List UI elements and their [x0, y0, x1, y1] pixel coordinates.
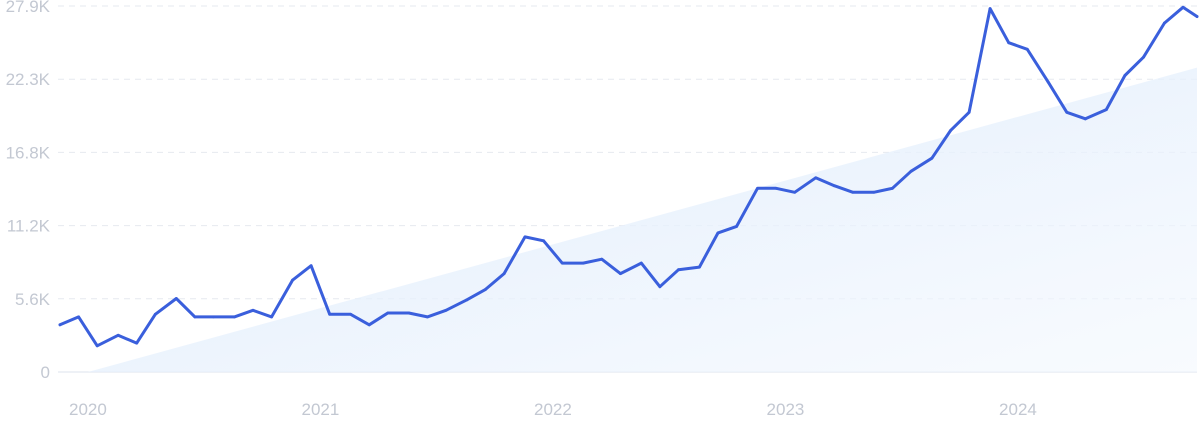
data-point — [1123, 74, 1127, 77]
data-point — [251, 308, 255, 312]
data-point — [1163, 21, 1166, 25]
y-tick-label: 22.3K — [6, 70, 51, 89]
data-point — [193, 315, 197, 319]
data-point — [291, 278, 294, 282]
data-point — [502, 272, 506, 276]
data-point — [677, 268, 680, 272]
data-point — [1104, 108, 1108, 112]
data-point — [95, 344, 99, 348]
data-point — [349, 312, 353, 316]
data-point — [58, 323, 62, 327]
x-tick-label: 2022 — [534, 400, 572, 419]
data-point — [967, 110, 971, 114]
y-tick-label: 16.8K — [6, 143, 51, 162]
data-point — [716, 231, 720, 235]
data-point — [793, 190, 797, 194]
data-point — [407, 311, 411, 315]
data-point — [1181, 5, 1185, 9]
data-point — [698, 265, 701, 269]
data-point — [232, 315, 236, 319]
data-point — [1083, 117, 1087, 121]
data-point — [560, 261, 564, 265]
x-tick-label: 2020 — [69, 400, 107, 419]
data-point — [542, 239, 546, 243]
x-tick-label: 2024 — [999, 400, 1037, 419]
data-point — [639, 261, 643, 265]
data-point — [367, 323, 371, 327]
data-point — [116, 333, 120, 337]
data-point — [581, 261, 585, 265]
y-axis: 0 5.6K 11.2K 16.8K 22.3K 27.9K — [6, 0, 51, 382]
data-point — [851, 190, 855, 194]
data-point — [270, 315, 273, 319]
data-point — [386, 311, 390, 315]
data-point — [153, 312, 157, 316]
y-tick-label: 5.6K — [15, 290, 51, 309]
data-point — [309, 264, 313, 268]
y-tick-label: 11.2K — [7, 217, 51, 236]
x-tick-label: 2021 — [302, 400, 340, 419]
data-point — [774, 186, 778, 190]
data-point — [135, 341, 139, 345]
data-point — [756, 186, 759, 190]
data-point — [465, 298, 469, 302]
data-point — [212, 315, 215, 319]
data-point — [77, 315, 81, 319]
data-point — [328, 312, 332, 316]
series-line-layer — [58, 5, 1199, 348]
data-point — [891, 186, 894, 190]
data-point — [832, 184, 836, 188]
data-point — [523, 235, 527, 239]
data-point — [988, 7, 992, 11]
series-line — [58, 5, 1199, 348]
data-point — [949, 129, 952, 133]
data-point — [1046, 80, 1050, 84]
x-tick-label: 2023 — [767, 400, 805, 419]
data-point — [484, 287, 487, 291]
data-point — [872, 190, 876, 194]
data-point — [735, 224, 739, 228]
data-point — [444, 308, 448, 312]
trend-area — [87, 67, 1197, 372]
data-point — [658, 285, 662, 289]
data-point — [1195, 15, 1199, 18]
data-point — [618, 272, 622, 276]
data-point — [1007, 41, 1011, 45]
trend-wedge — [87, 67, 1197, 372]
x-axis: 2020 2021 2022 2023 2024 — [69, 400, 1037, 419]
y-tick-label: 0 — [41, 363, 50, 382]
data-point — [425, 315, 429, 319]
data-point — [909, 169, 913, 173]
data-point — [1065, 110, 1069, 114]
data-point — [1142, 55, 1145, 59]
data-point — [814, 176, 818, 180]
data-point — [930, 156, 934, 160]
data-point — [1025, 47, 1029, 51]
data-point — [174, 297, 178, 300]
data-point — [600, 257, 604, 261]
y-tick-label: 27.9K — [6, 0, 51, 16]
